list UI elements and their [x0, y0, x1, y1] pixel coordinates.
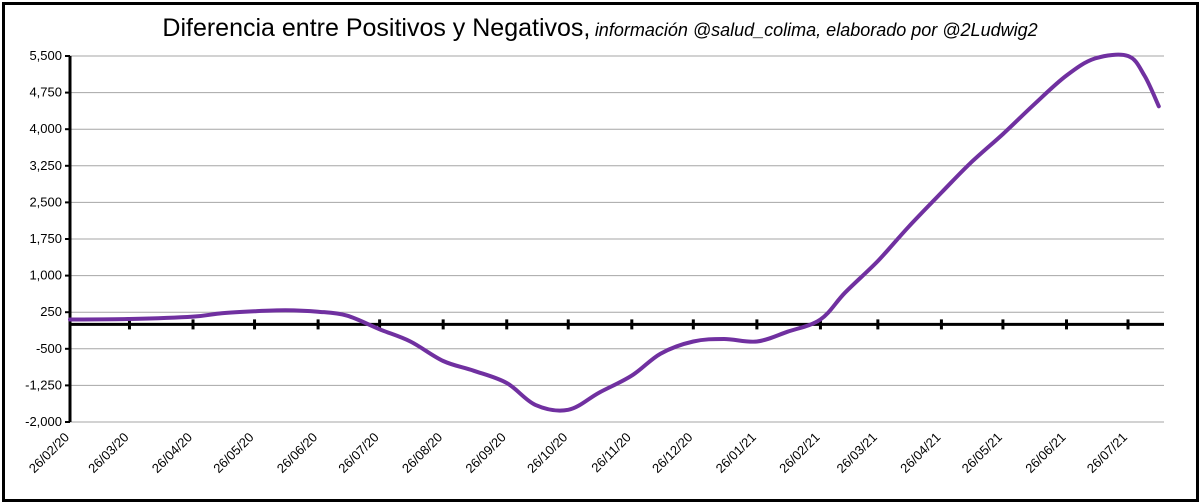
x-tick-label: 26/01/21	[713, 430, 759, 476]
x-tick-label: 26/09/20	[462, 430, 508, 476]
y-tick-label: 4,750	[29, 85, 62, 100]
x-tick-label: 26/10/20	[524, 430, 570, 476]
x-tick-label: 26/03/21	[834, 430, 880, 476]
y-tick-label: 1,000	[29, 268, 62, 283]
x-tick-label: 26/08/20	[399, 430, 445, 476]
x-tick-label: 26/12/20	[649, 430, 695, 476]
y-tick-label: -1,250	[25, 377, 62, 392]
x-tick-label: 26/02/21	[776, 430, 822, 476]
chart-title: Diferencia entre Positivos y Negativos, …	[0, 14, 1200, 43]
x-tick-label: 26/05/21	[959, 430, 1005, 476]
x-tick-label: 26/04/20	[149, 430, 195, 476]
x-tick-label: 26/05/20	[210, 430, 256, 476]
gridlines	[70, 55, 1164, 423]
y-tick-label: 250	[40, 304, 62, 319]
series-line-group	[68, 52, 1161, 413]
y-tick-label: 5,500	[29, 48, 62, 63]
x-tick-label: 26/06/21	[1022, 430, 1068, 476]
x-tick-label: 26/07/21	[1084, 430, 1130, 476]
x-tick-label: 26/03/20	[85, 430, 131, 476]
y-tick-label: 1,750	[29, 231, 62, 246]
chart-title-main: Diferencia entre Positivos y Negativos,	[162, 14, 591, 42]
x-tick-label: 26/11/20	[588, 430, 634, 476]
y-tick-label: -2,000	[25, 414, 62, 429]
y-tick-label: 3,250	[29, 158, 62, 173]
chart-title-sub: información @salud_colima, elaborado por…	[594, 20, 1038, 40]
x-tick-label: 26/07/20	[335, 430, 381, 476]
y-tick-label: 2,500	[29, 194, 62, 209]
x-tick-label: 26/02/20	[26, 430, 72, 476]
y-tick-label: 4,000	[29, 121, 62, 136]
x-axis	[68, 319, 1164, 330]
x-tick-label: 26/04/21	[897, 430, 943, 476]
series-line	[68, 52, 1161, 413]
x-tick-label: 26/06/20	[274, 430, 320, 476]
x-tick-labels: 26/02/20 26/03/20 26/04/20 26/05/20 26/06/20…	[26, 430, 1130, 476]
y-tick-label: -500	[36, 341, 62, 356]
y-axis	[65, 55, 72, 423]
y-tick-labels: -2,000 -1,250 -500 250 1,000 1,750 2,500 3,250 4…	[25, 48, 62, 429]
